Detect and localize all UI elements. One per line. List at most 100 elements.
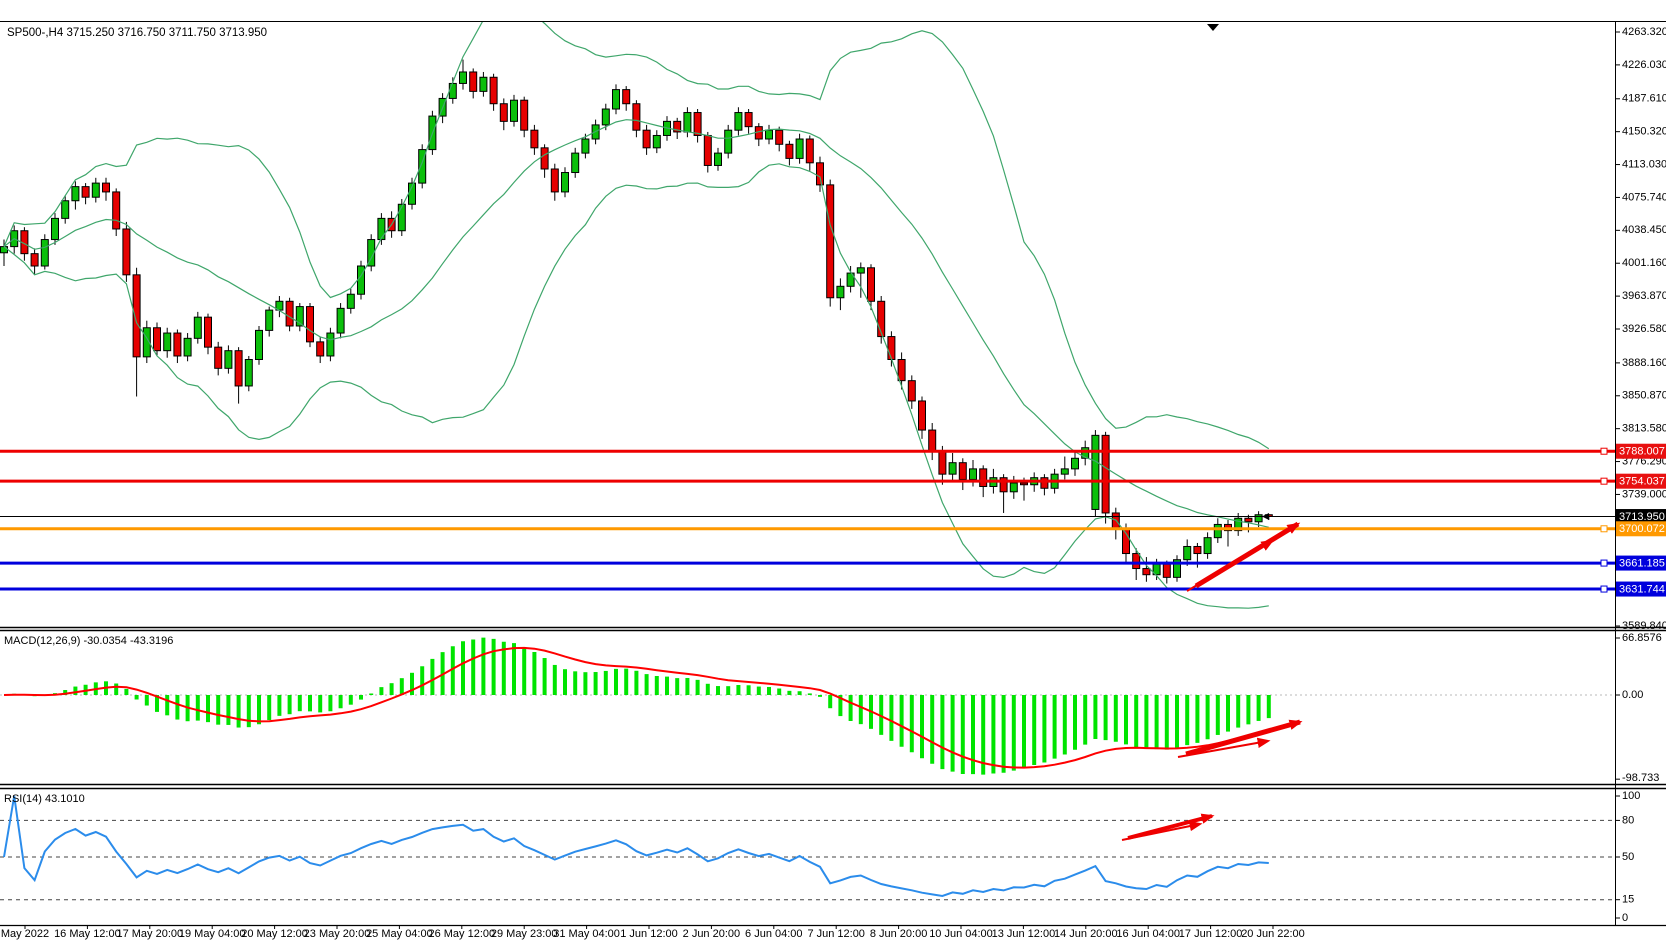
candle [877,300,886,338]
candle [703,134,712,166]
candle [102,182,110,193]
candle [642,129,651,149]
price-badge [1616,509,1666,525]
candle [397,203,406,232]
candle [714,152,722,166]
price-badge-label: 3754.037 [1619,476,1665,488]
candle [142,327,151,358]
chart-shift-marker[interactable] [1207,24,1219,31]
hline-handle[interactable] [1600,559,1608,567]
candle [846,272,855,287]
candle [887,336,896,361]
candle [683,112,692,133]
candle [91,182,100,198]
candle [234,350,243,387]
candle [510,99,518,122]
candle [306,306,314,343]
macd-pane[interactable] [0,637,1615,775]
rsi-tick-label: 80 [1622,814,1634,826]
trend-arrow[interactable] [1127,813,1215,840]
candle [153,327,161,352]
time-tick-label: 17 Jun 12:00 [1179,928,1243,940]
main-price-pane[interactable] [0,0,1615,609]
candle [724,129,733,154]
candle [459,71,467,84]
candle [805,138,814,164]
candle [193,316,202,339]
candle [357,265,365,295]
candle [1091,434,1100,510]
candle [1060,468,1069,475]
candle [867,267,875,302]
candle [816,162,824,186]
price-tick-label: 3589.840 [1622,620,1666,632]
candle [948,462,957,475]
candle [418,149,427,184]
time-tick-label: 13 Jun 12:00 [992,928,1056,940]
trend-arrow[interactable] [1194,521,1301,589]
candle [377,217,386,241]
candle [1234,517,1243,532]
price-axis[interactable]: 4263.320 4226.030 4187.610 4150.320 4113.030… [1615,26,1666,632]
candle [907,380,916,402]
candle [1203,537,1212,555]
time-tick-label: 31 May 04:00 [553,928,620,940]
price-badge-label: 3700.072 [1619,523,1665,535]
candle [826,184,835,299]
hline-handle[interactable] [1600,477,1608,485]
rsi-tick-label: 0 [1622,912,1628,924]
macd-axis: 66.8576 0.00 -98.733 [1615,632,1662,784]
candle [336,307,345,334]
candle [71,186,80,202]
candle [1254,514,1263,523]
time-tick-label: 23 May 20:00 [304,928,371,940]
price-badge [1616,555,1666,571]
rsi-tick-label: 100 [1622,790,1640,802]
rsi-pane[interactable] [0,795,1615,901]
price-badge-label: 3661.185 [1619,557,1665,569]
candle [244,359,253,387]
candle [969,468,977,480]
rsi-tick-label: 50 [1622,851,1634,863]
hline-handle[interactable] [1600,525,1608,533]
candle [795,138,804,159]
candle [622,89,631,105]
candle [652,134,661,149]
candle [958,462,967,480]
trend-arrow[interactable] [1185,719,1303,757]
rsi-axis: 100 80 50 15 0 [1615,790,1640,924]
candle [183,337,192,357]
price-tick-label: 3926.580 [1622,323,1666,335]
rsi-tick-label: 15 [1622,894,1634,906]
candle [765,129,773,140]
candle [367,239,376,267]
candle [1173,559,1181,578]
hline-handle[interactable] [1600,447,1608,455]
candle [163,332,172,352]
price-tick-label: 4226.030 [1622,59,1666,71]
candle [1213,523,1222,539]
candle [744,112,753,128]
candle [265,309,274,331]
price-tick-label: 4263.320 [1622,26,1666,38]
candle [1132,553,1141,570]
candle [581,138,590,154]
candle [693,112,702,136]
candle [540,147,549,170]
candle [40,239,49,267]
last-price-pointer [1262,513,1269,521]
price-badge [1616,581,1666,597]
candle [81,186,90,198]
candle [999,477,1008,493]
candle [856,267,865,274]
hline-handle[interactable] [1600,585,1608,593]
trend-arrow-objects[interactable] [1121,521,1303,841]
price-tick-label: 4075.740 [1622,191,1666,203]
time-tick-label: 14 Jun 20:00 [1054,928,1118,940]
candle [938,450,947,475]
time-tick-label: 2 Jun 20:00 [683,928,741,940]
macd-signal-line [3,646,1270,769]
price-tick-label: 3813.580 [1622,423,1666,435]
